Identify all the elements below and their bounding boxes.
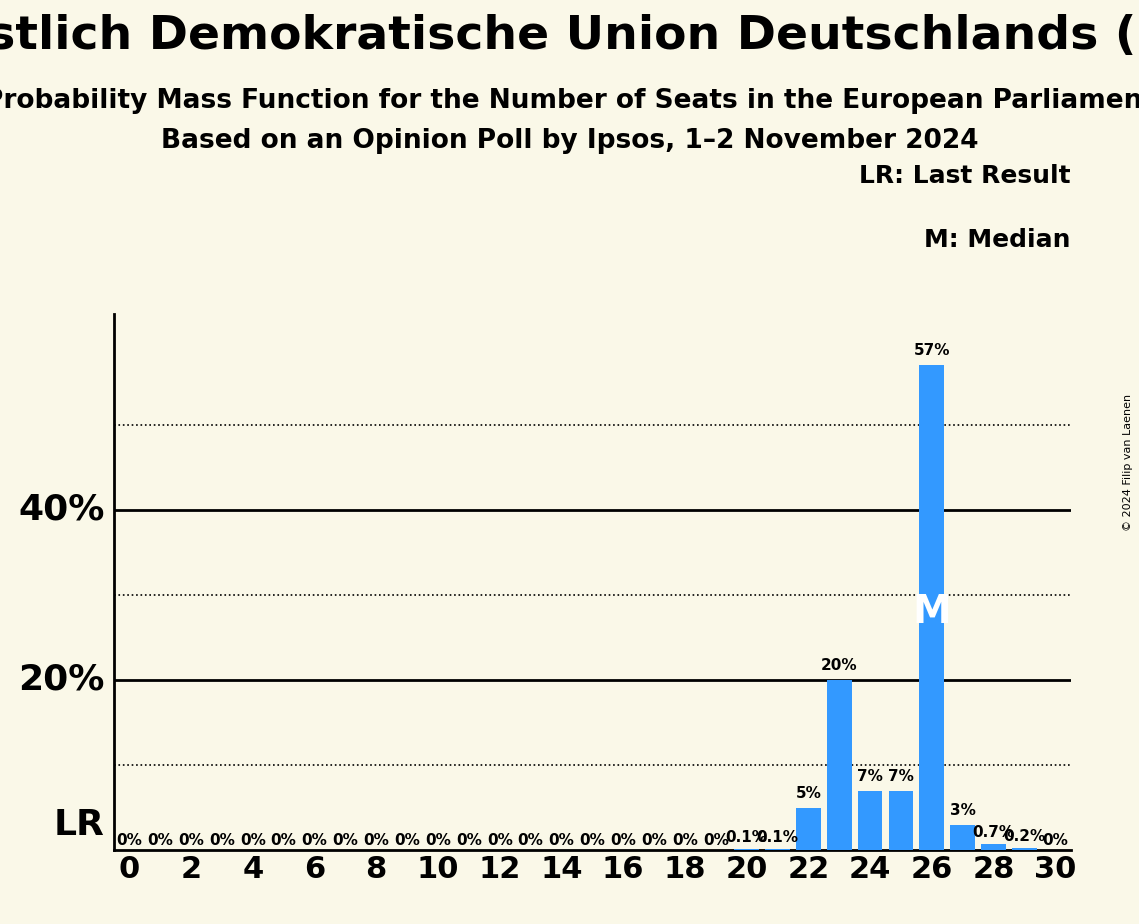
Text: 0%: 0% (363, 833, 390, 847)
Text: 0%: 0% (580, 833, 605, 847)
Text: 0%: 0% (425, 833, 451, 847)
Text: Based on an Opinion Poll by Ipsos, 1–2 November 2024: Based on an Opinion Poll by Ipsos, 1–2 N… (161, 128, 978, 153)
Text: LR: LR (54, 808, 105, 842)
Text: 0.1%: 0.1% (756, 830, 798, 845)
Text: 0%: 0% (394, 833, 420, 847)
Text: 0%: 0% (672, 833, 698, 847)
Text: 0%: 0% (333, 833, 359, 847)
Text: 0%: 0% (641, 833, 667, 847)
Text: 0%: 0% (456, 833, 482, 847)
Text: 0%: 0% (116, 833, 142, 847)
Text: 3%: 3% (950, 803, 976, 818)
Text: Christlich Demokratische Union Deutschlands (EPP): Christlich Demokratische Union Deutschla… (0, 14, 1139, 59)
Text: 7%: 7% (888, 769, 913, 784)
Bar (858, 791, 883, 850)
Text: 0.1%: 0.1% (726, 830, 768, 845)
Text: 0.2%: 0.2% (1003, 829, 1046, 845)
Text: 0%: 0% (178, 833, 204, 847)
Text: M: Median: M: Median (924, 228, 1071, 252)
Text: 0.7%: 0.7% (973, 825, 1015, 840)
Text: 0%: 0% (703, 833, 729, 847)
Text: 0%: 0% (208, 833, 235, 847)
Bar (981, 845, 1006, 850)
Text: 40%: 40% (18, 492, 105, 527)
Text: 0%: 0% (147, 833, 173, 847)
Text: 0%: 0% (486, 833, 513, 847)
Text: 0%: 0% (240, 833, 265, 847)
Text: LR: Last Result: LR: Last Result (859, 164, 1071, 188)
Text: 0%: 0% (271, 833, 296, 847)
Text: 0%: 0% (1042, 833, 1068, 847)
Bar (1013, 848, 1036, 850)
Text: 20%: 20% (821, 658, 858, 674)
Text: 7%: 7% (858, 769, 883, 784)
Text: 20%: 20% (18, 663, 105, 697)
Bar (888, 791, 913, 850)
Text: 0%: 0% (549, 833, 574, 847)
Bar (827, 680, 852, 850)
Bar (919, 365, 944, 850)
Text: 5%: 5% (795, 785, 821, 801)
Text: 0%: 0% (517, 833, 543, 847)
Text: 0%: 0% (611, 833, 636, 847)
Text: M: M (912, 593, 951, 631)
Text: 0%: 0% (302, 833, 327, 847)
Text: Probability Mass Function for the Number of Seats in the European Parliament: Probability Mass Function for the Number… (0, 88, 1139, 114)
Text: 57%: 57% (913, 344, 950, 359)
Bar (950, 824, 975, 850)
Text: © 2024 Filip van Laenen: © 2024 Filip van Laenen (1123, 394, 1133, 530)
Bar (796, 808, 821, 850)
